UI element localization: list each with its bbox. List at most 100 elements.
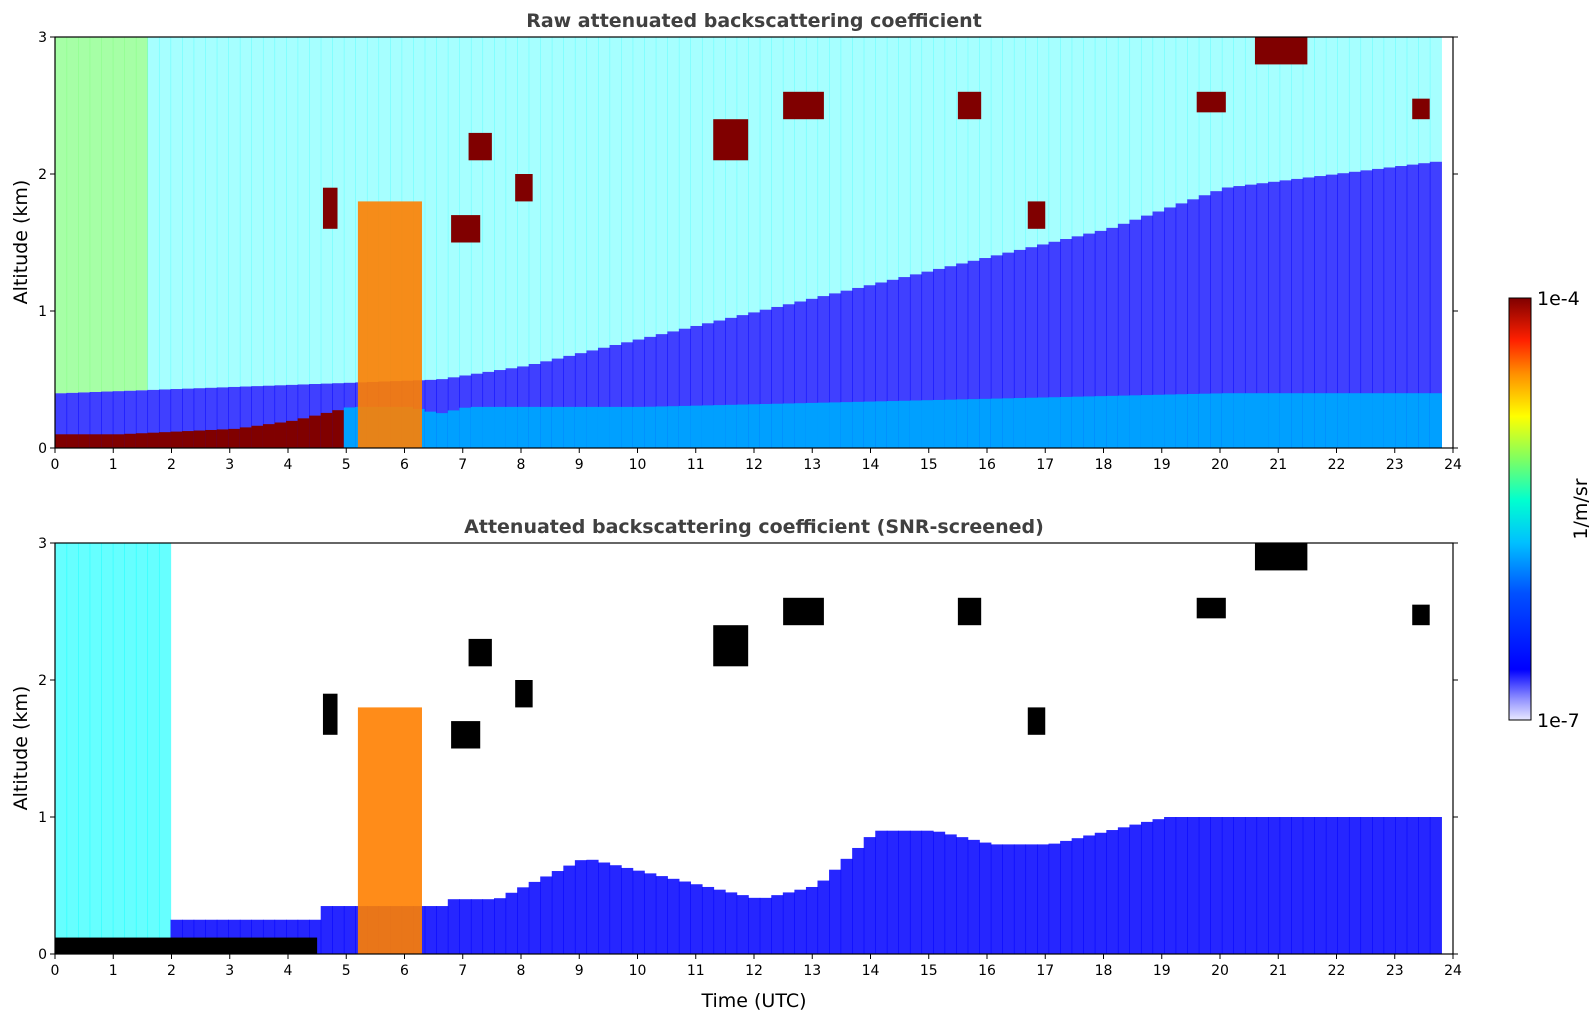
screened-column <box>1429 817 1442 954</box>
screened-column <box>1244 817 1258 954</box>
cloud-patch <box>957 597 982 626</box>
surface-layer <box>574 406 588 448</box>
screened-column <box>1325 817 1338 954</box>
y-tick-label: 1 <box>38 810 47 826</box>
sky-noise-column <box>1198 37 1211 196</box>
screened-column <box>1302 817 1315 954</box>
screened-column <box>158 543 172 954</box>
sky-noise-column <box>1140 37 1154 216</box>
surface-layer <box>1083 396 1096 448</box>
surface-layer <box>1140 395 1154 448</box>
noise-column <box>1406 164 1419 448</box>
screened-column <box>748 897 761 954</box>
sky-noise-column <box>309 37 322 385</box>
surface-layer <box>286 420 299 448</box>
surface-layer <box>782 403 795 448</box>
screened-column <box>124 543 137 954</box>
surface-layer <box>817 402 830 448</box>
sky-noise-column <box>817 37 830 297</box>
sky-noise-column <box>505 37 518 369</box>
y-tick-label: 3 <box>38 536 47 552</box>
screened-column <box>89 543 102 954</box>
screened-column <box>852 847 865 954</box>
screened-column <box>332 906 345 954</box>
x-tick-label: 8 <box>517 457 526 473</box>
screened-column <box>979 842 992 954</box>
sky-noise-column <box>343 37 356 383</box>
screened-column <box>667 878 680 954</box>
screened-column <box>78 543 91 954</box>
surface-layer <box>794 403 807 448</box>
sky-noise-column <box>644 37 657 337</box>
panel2-heatmap <box>55 543 1442 954</box>
x-tick-label: 16 <box>978 457 996 473</box>
cloud-patch <box>783 597 824 626</box>
sky-noise-column <box>563 37 576 356</box>
cloud-patch <box>451 721 481 749</box>
screened-column <box>1279 817 1292 954</box>
sky-noise-column <box>944 37 957 267</box>
surface-layer <box>1002 398 1015 448</box>
sky-noise-column <box>1302 37 1315 178</box>
surface-layer <box>1360 393 1373 448</box>
sky-noise-column <box>494 37 507 371</box>
sky-noise-column <box>1025 37 1038 248</box>
sky-noise-column <box>158 37 172 390</box>
screened-column <box>701 886 715 954</box>
sky-noise-column <box>1002 37 1015 253</box>
x-tick-label: 14 <box>862 963 880 979</box>
screened-column <box>1025 844 1038 954</box>
screened-column <box>990 844 1003 954</box>
sky-noise-column <box>239 37 252 387</box>
x-tick-label: 9 <box>575 457 584 473</box>
noise-column <box>112 391 125 448</box>
surface-layer <box>701 405 715 448</box>
sky-noise-column <box>1325 37 1338 175</box>
surface-layer <box>66 434 79 448</box>
sky-noise-column <box>182 37 195 389</box>
noise-column <box>1360 170 1373 448</box>
sky-noise-column <box>228 37 241 387</box>
surface-layer <box>886 401 899 448</box>
sky-noise-column <box>1268 37 1281 182</box>
noise-column <box>1094 230 1107 448</box>
sky-noise-column <box>170 37 183 390</box>
noise-column <box>1279 180 1292 448</box>
sky-noise-column <box>632 37 645 340</box>
x-tick-label: 10 <box>629 963 647 979</box>
noise-column <box>1372 168 1385 448</box>
x-tick-label: 18 <box>1095 457 1113 473</box>
sky-noise-column <box>1117 37 1131 224</box>
noise-column <box>1175 203 1188 448</box>
screened-column <box>632 870 645 954</box>
sky-noise-column <box>1360 37 1373 171</box>
surface-layer <box>667 406 680 448</box>
screened-column <box>1406 817 1419 954</box>
cloud-patch <box>451 215 481 243</box>
surface-layer <box>621 406 634 448</box>
screened-column <box>863 837 876 954</box>
screened-column <box>771 895 784 954</box>
screened-column <box>494 898 507 954</box>
sky-noise-column <box>829 37 842 294</box>
sky-noise-column <box>1036 37 1050 245</box>
surface-layer <box>898 400 911 448</box>
surface-layer <box>1106 395 1119 448</box>
cloud-patch <box>1196 91 1226 113</box>
sky-noise-column <box>551 37 564 359</box>
surface-layer <box>909 400 923 448</box>
noise-column <box>1268 181 1281 448</box>
surface-layer <box>990 398 1003 448</box>
surface-layer <box>1048 397 1061 448</box>
noise-column <box>1198 195 1211 448</box>
screened-column <box>644 873 657 954</box>
screened-column <box>678 881 692 954</box>
screened-column <box>528 881 541 954</box>
surface-layer <box>1060 396 1073 448</box>
x-tick-label: 17 <box>1036 457 1054 473</box>
sky-noise-column <box>1060 37 1073 240</box>
sky-noise-column <box>424 37 437 380</box>
x-tick-label: 20 <box>1211 963 1229 979</box>
screened-column <box>436 906 449 954</box>
screened-column <box>1094 832 1107 954</box>
